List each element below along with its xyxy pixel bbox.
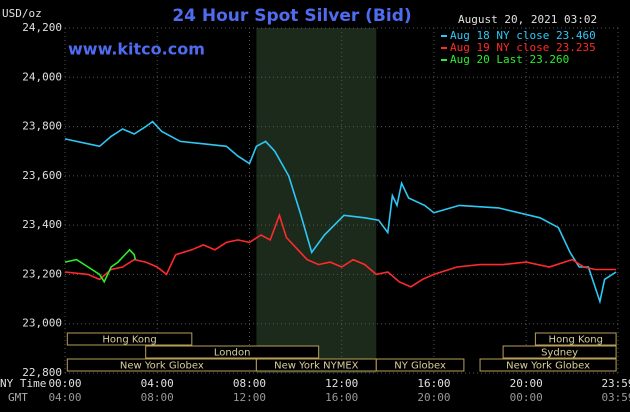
session-label: Sydney — [541, 348, 578, 359]
legend-label: Aug 18 NY close 23.460 — [450, 29, 596, 42]
x-tick-label: 12:00 — [325, 377, 358, 390]
y-tick-label: 23,600 — [22, 169, 62, 182]
y-tick-label: 24,200 — [22, 21, 62, 34]
legend-label: Aug 20 Last 23.260 — [450, 53, 569, 66]
legend-label: Aug 19 NY close 23.235 — [450, 41, 596, 54]
session-label: Hong Kong — [549, 335, 603, 346]
x-tick-label: 23:59 — [601, 377, 630, 390]
session-bar — [66, 332, 193, 346]
gmt-tick-label: 08:00 — [141, 391, 174, 404]
unit-label: USD/oz — [2, 7, 42, 20]
y-tick-label: 23,400 — [22, 218, 62, 231]
gmt-tick-label: 16:00 — [325, 391, 358, 404]
session-bar — [479, 358, 617, 372]
x-tick-label: 16:00 — [417, 377, 450, 390]
session-bar — [145, 345, 320, 359]
session-shade — [256, 28, 377, 373]
gmt-label: GMT — [8, 391, 28, 404]
ny-time-label: NY Time — [0, 377, 46, 390]
session-bar — [375, 358, 465, 372]
session-label: New York NYMEX — [274, 361, 359, 372]
price-line — [64, 248, 137, 284]
y-tick-label: 23,000 — [22, 317, 62, 330]
session-label: Hong Kong — [102, 335, 156, 346]
session-bar — [534, 332, 617, 346]
price-line — [64, 120, 617, 305]
y-tick-label: 22,800 — [22, 366, 62, 379]
gmt-tick-label: 03:59 — [601, 391, 630, 404]
y-tick-label: 24,000 — [22, 70, 62, 83]
chart-title: 24 Hour Spot Silver (Bid) — [172, 6, 411, 26]
price-line — [64, 212, 617, 288]
session-label: NY Globex — [394, 361, 446, 372]
site-label: www.kitco.com — [68, 40, 205, 59]
x-tick-label: 04:00 — [141, 377, 174, 390]
gmt-tick-label: 04:00 — [48, 391, 81, 404]
gmt-tick-label: 00:00 — [510, 391, 543, 404]
x-tick-label: 00:00 — [48, 377, 81, 390]
timestamp: August 20, 2021 03:02 — [458, 13, 597, 26]
x-tick-label: 08:00 — [233, 377, 266, 390]
session-label: New York Globex — [120, 361, 204, 372]
session-bar — [502, 345, 617, 359]
y-tick-label: 23,200 — [22, 267, 62, 280]
gmt-tick-label: 20:00 — [417, 391, 450, 404]
x-tick-label: 20:00 — [510, 377, 543, 390]
session-label: New York Globex — [506, 361, 590, 372]
session-label: London — [214, 348, 251, 359]
gmt-tick-label: 12:00 — [233, 391, 266, 404]
y-tick-label: 23,800 — [22, 120, 62, 133]
